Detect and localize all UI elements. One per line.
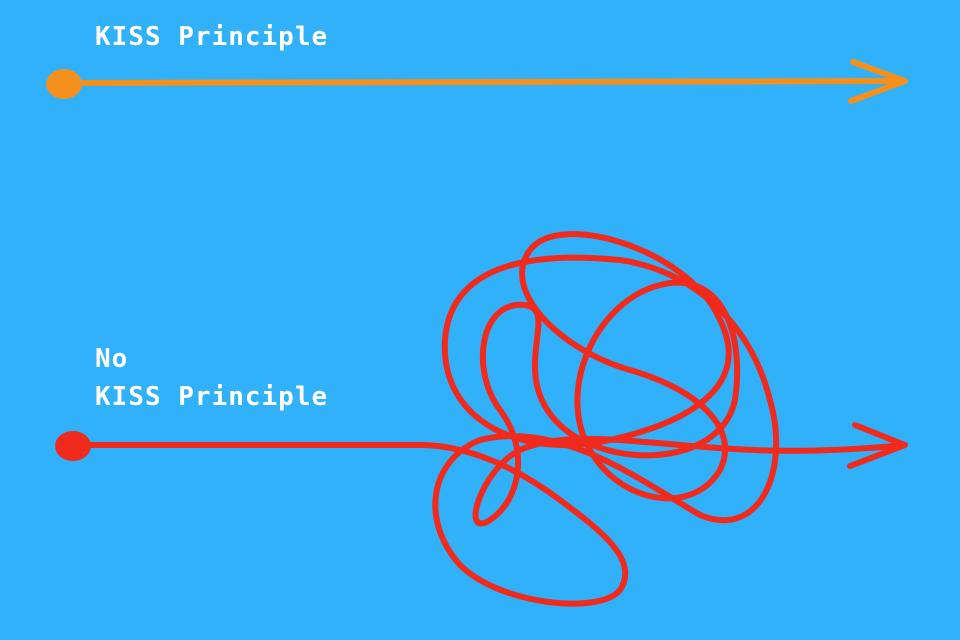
simple-path-arrowhead xyxy=(848,59,908,104)
no-kiss-principle-label: No KISS Principle xyxy=(95,340,328,416)
simple-path-start-dot xyxy=(46,69,82,99)
complex-path-line xyxy=(69,231,908,607)
no-kiss-label-line2: KISS Principle xyxy=(95,382,329,412)
complex-path xyxy=(55,231,908,607)
simple-path-line xyxy=(61,78,908,86)
kiss-principle-label: KISS Principle xyxy=(95,22,329,52)
no-kiss-label-line1: No xyxy=(95,344,129,374)
complex-path-arrowhead xyxy=(847,422,908,469)
simple-path xyxy=(46,59,908,104)
complex-path-start-dot xyxy=(55,431,91,461)
